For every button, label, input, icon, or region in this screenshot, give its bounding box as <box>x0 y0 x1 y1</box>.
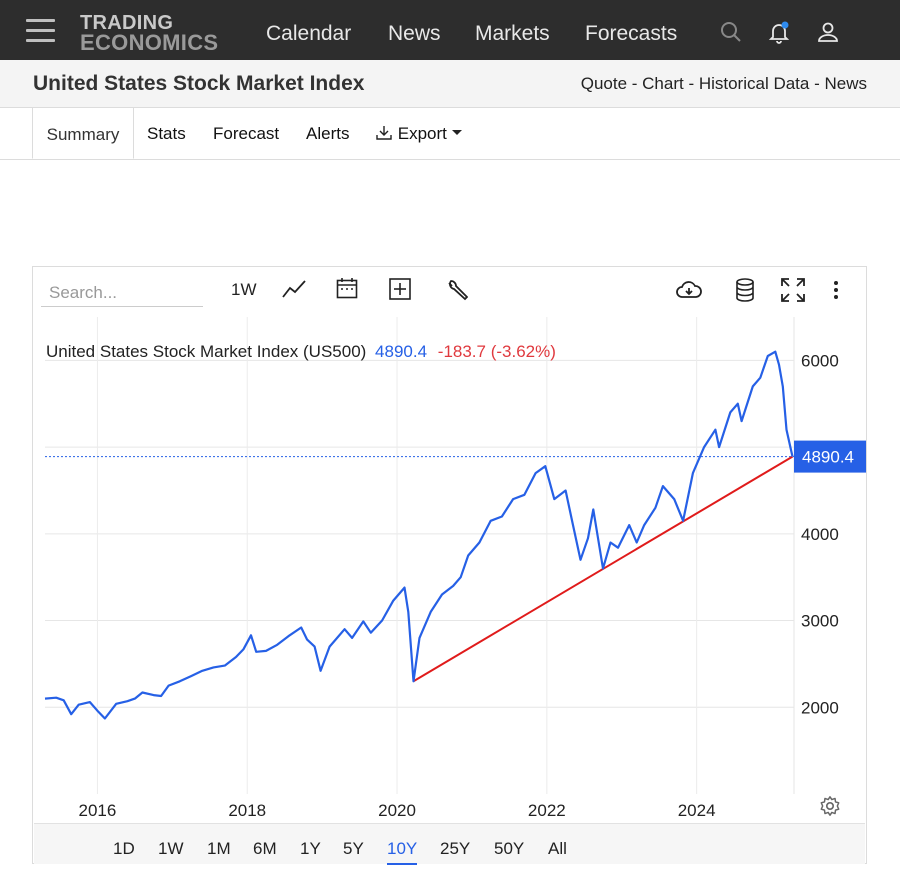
range-5y[interactable]: 5Y <box>343 839 364 858</box>
title-bar: United States Stock Market Index Quote -… <box>0 60 900 108</box>
range-1w[interactable]: 1W <box>158 839 184 858</box>
x-tick-label: 2024 <box>678 801 716 820</box>
last-price-label: 4890.4 <box>794 440 866 473</box>
fullscreen-icon[interactable] <box>781 278 805 302</box>
tab-alerts[interactable]: Alerts <box>306 124 350 143</box>
quick-links: Quote - Chart - Historical Data - News <box>581 74 867 94</box>
wrench-icon[interactable] <box>446 279 468 301</box>
logo-line-1: TRADING <box>80 12 174 34</box>
range-1d[interactable]: 1D <box>113 839 135 858</box>
more-options-icon[interactable] <box>833 280 839 300</box>
tab-forecast[interactable]: Forecast <box>213 124 280 143</box>
notification-bell-icon[interactable] <box>767 20 791 44</box>
x-axis: 2016 2018 2020 2022 2024 <box>79 801 716 820</box>
grid-lines <box>45 317 794 794</box>
export-label: Export <box>397 124 447 143</box>
range-all[interactable]: All <box>548 839 567 858</box>
y-tick-label: 4000 <box>801 525 839 544</box>
legend-change: -183.7 (-3.62%) <box>438 342 556 361</box>
search-icon[interactable] <box>719 20 743 44</box>
x-tick-label: 2016 <box>79 801 117 820</box>
line-chart-type-icon[interactable] <box>282 278 306 300</box>
tab-export[interactable]: Export <box>375 124 462 144</box>
x-tick-label: 2018 <box>228 801 266 820</box>
legend-series-name: United States Stock Market Index (US500) <box>46 342 366 361</box>
nav-markets[interactable]: Markets <box>475 22 550 45</box>
last-price-label-text: 4890.4 <box>802 448 854 467</box>
range-50y[interactable]: 50Y <box>494 839 525 858</box>
link-quote[interactable]: Quote <box>580 74 628 93</box>
top-navigation-bar: TRADING ECONOMICS Calendar News Markets … <box>0 0 900 60</box>
tab-stats[interactable]: Stats <box>147 124 186 143</box>
chart-legend: United States Stock Market Index (US500)… <box>46 342 556 361</box>
range-6m[interactable]: 6M <box>253 839 277 858</box>
caret-down-icon <box>451 130 462 135</box>
interval-selector[interactable]: 1W <box>231 280 257 299</box>
section-tabs: Summary Stats Forecast Alerts Export <box>0 107 900 160</box>
download-icon <box>376 126 392 140</box>
range-25y[interactable]: 25Y <box>440 839 471 858</box>
range-10y[interactable]: 10Y <box>387 839 418 865</box>
chart-search-input[interactable] <box>41 279 203 307</box>
y-axis: 20003000400050006000 <box>801 351 839 717</box>
nav-news[interactable]: News <box>388 22 441 45</box>
tab-summary[interactable]: Summary <box>32 107 134 159</box>
calendar-icon[interactable] <box>336 277 358 299</box>
chart-settings-gear-icon[interactable] <box>820 796 840 816</box>
nav-forecasts[interactable]: Forecasts <box>585 22 678 45</box>
link-historical-data[interactable]: Historical Data <box>698 74 810 93</box>
link-separator: - <box>683 74 699 93</box>
x-tick-label: 2020 <box>378 801 416 820</box>
nav-calendar[interactable]: Calendar <box>266 22 352 45</box>
time-range-bar: 1D 1W 1M 6M 1Y 5Y 10Y 25Y 50Y All <box>34 823 865 865</box>
x-tick-label: 2022 <box>528 801 566 820</box>
range-1y[interactable]: 1Y <box>300 839 321 858</box>
y-tick-label: 3000 <box>801 612 839 631</box>
y-tick-label: 6000 <box>801 351 839 370</box>
add-indicator-icon[interactable] <box>389 278 411 300</box>
series-line-us500 <box>44 350 794 720</box>
database-icon[interactable] <box>735 278 755 302</box>
user-account-icon[interactable] <box>816 20 840 44</box>
menu-icon[interactable] <box>26 19 55 43</box>
link-separator: - <box>809 74 825 93</box>
logo-line-2: ECONOMICS <box>80 30 219 55</box>
range-1m[interactable]: 1M <box>207 839 231 858</box>
legend-value: 4890.4 <box>375 342 427 361</box>
link-separator: - <box>627 74 643 93</box>
logo[interactable]: TRADING ECONOMICS <box>80 12 219 55</box>
link-news[interactable]: News <box>824 74 867 93</box>
chart-panel: 1W 20003000400050006000 2016201820202022… <box>32 266 867 865</box>
cloud-download-icon[interactable] <box>675 279 703 301</box>
stock-chart[interactable]: 20003000400050006000 2016201820202022202… <box>33 267 866 823</box>
page-title: United States Stock Market Index <box>33 72 365 95</box>
y-tick-label: 2000 <box>801 698 839 717</box>
link-chart[interactable]: Chart <box>642 74 684 93</box>
